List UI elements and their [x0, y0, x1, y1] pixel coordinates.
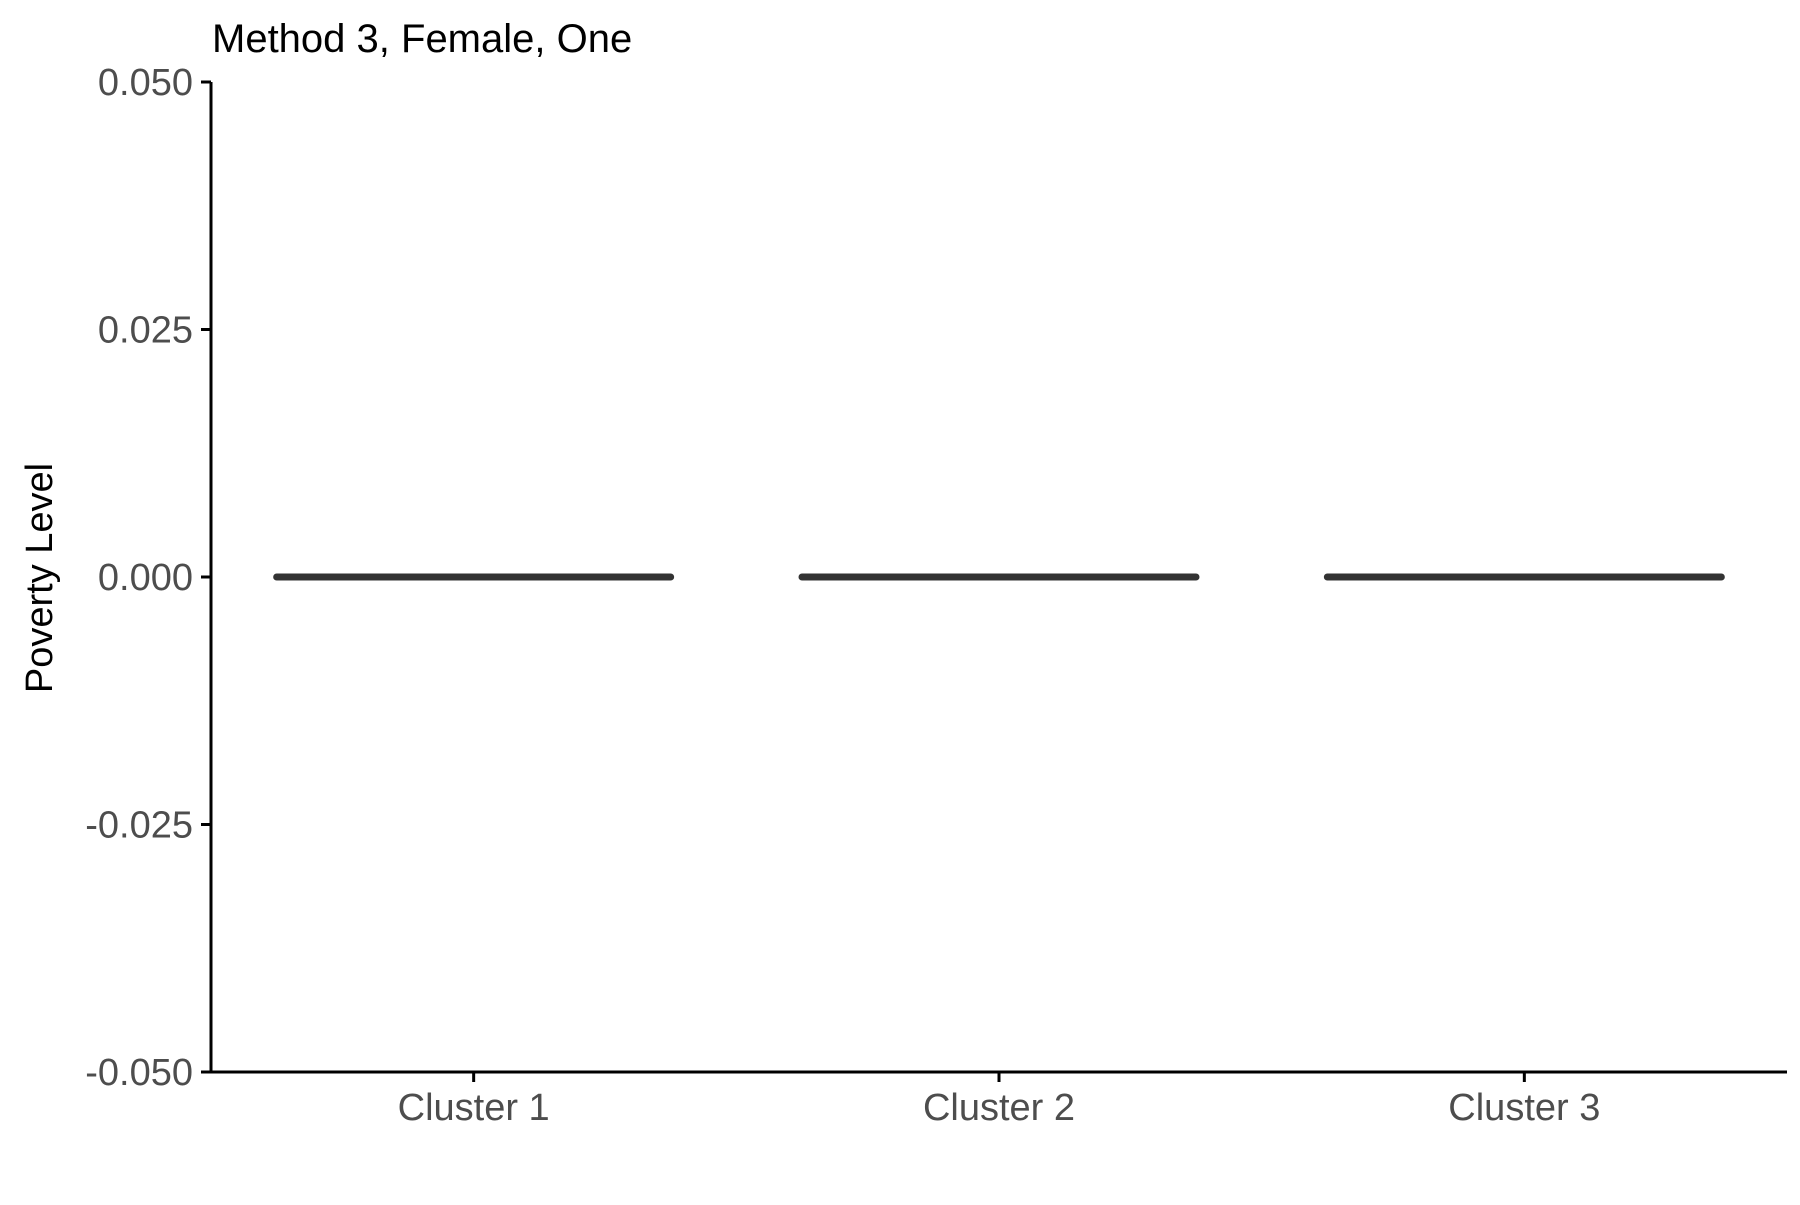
- x-tick-label: Cluster 3: [1448, 1087, 1600, 1129]
- y-tick-label: 0.050: [98, 62, 193, 104]
- x-tick-label: Cluster 2: [923, 1087, 1075, 1129]
- y-tick-label: 0.025: [98, 310, 193, 352]
- x-axis-ticks: Cluster 1 Cluster 2 Cluster 3: [398, 1072, 1600, 1129]
- y-axis-ticks: -0.050 -0.025 0.000 0.025 0.050: [85, 62, 211, 1094]
- y-axis-title: Poverty Level: [19, 463, 61, 693]
- y-tick-label: -0.025: [85, 805, 193, 847]
- x-tick-label: Cluster 1: [398, 1087, 550, 1129]
- y-tick-label: 0.000: [98, 557, 193, 599]
- chart-title: Method 3, Female, One: [212, 17, 632, 61]
- y-tick-label: -0.050: [85, 1052, 193, 1094]
